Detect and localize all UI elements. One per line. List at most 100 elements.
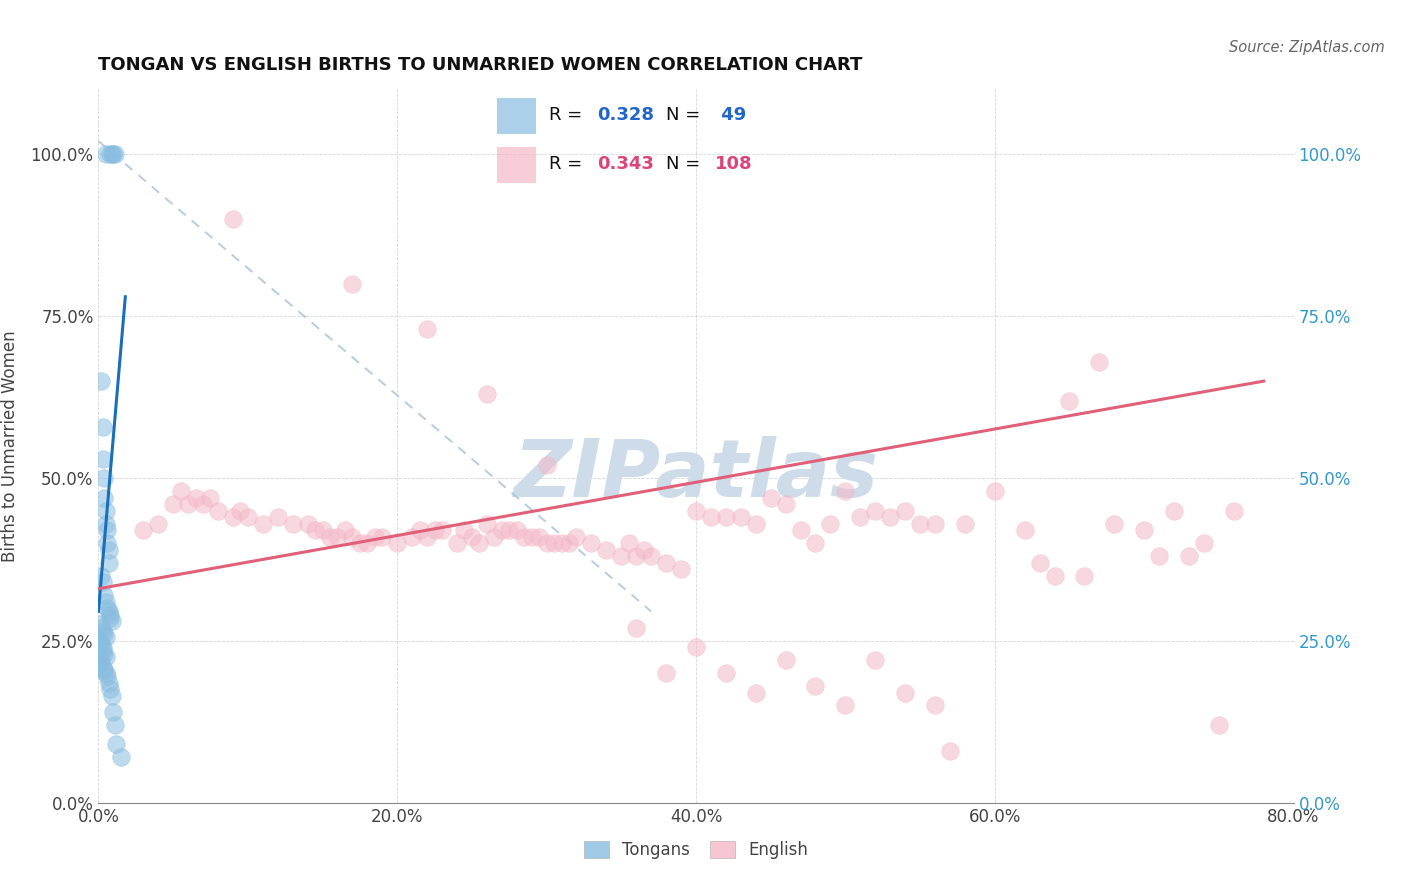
Point <box>1147 549 1170 564</box>
Point <box>98 682 122 697</box>
Point <box>1133 524 1156 538</box>
Text: N =: N = <box>666 106 706 124</box>
Point <box>364 530 387 544</box>
Text: Source: ZipAtlas.com: Source: ZipAtlas.com <box>1229 40 1385 55</box>
Point <box>1059 393 1081 408</box>
Point <box>200 491 222 505</box>
Point <box>924 516 946 531</box>
Point <box>94 631 117 645</box>
Point <box>94 595 117 609</box>
Point <box>804 536 827 550</box>
Point <box>626 621 648 635</box>
Point <box>1178 549 1201 564</box>
Point <box>252 516 274 531</box>
Point <box>655 666 678 681</box>
Point <box>550 536 572 550</box>
Point <box>311 524 333 538</box>
Point <box>101 147 124 161</box>
Text: ZIPatlas: ZIPatlas <box>513 435 879 514</box>
Point <box>759 491 782 505</box>
Point <box>745 516 768 531</box>
Point <box>191 497 214 511</box>
Point <box>103 147 125 161</box>
Point <box>1028 556 1050 570</box>
Point <box>236 510 259 524</box>
Point <box>865 504 887 518</box>
Point <box>93 588 115 602</box>
Point <box>342 277 364 291</box>
Point <box>90 568 112 582</box>
Point <box>148 516 170 531</box>
Y-axis label: Births to Unmarried Women: Births to Unmarried Women <box>1 330 20 562</box>
Point <box>103 705 125 719</box>
FancyBboxPatch shape <box>498 146 537 183</box>
Point <box>536 458 558 473</box>
Point <box>319 530 342 544</box>
Point <box>91 640 114 654</box>
Point <box>93 491 115 505</box>
Point <box>865 653 887 667</box>
Point <box>1208 718 1230 732</box>
Point <box>834 698 856 713</box>
Point <box>984 484 1007 499</box>
Point <box>98 607 122 622</box>
Point <box>513 530 536 544</box>
Point <box>714 510 737 524</box>
Point <box>97 542 120 557</box>
Point <box>745 685 768 699</box>
Point <box>93 663 115 677</box>
Point <box>90 621 112 635</box>
Point <box>1104 516 1126 531</box>
Point <box>610 549 633 564</box>
Point <box>101 689 124 703</box>
Point <box>1163 504 1185 518</box>
Point <box>669 562 692 576</box>
Point <box>349 536 371 550</box>
Point <box>297 516 319 531</box>
Point <box>96 601 118 615</box>
Point <box>91 643 114 657</box>
Point <box>633 542 655 557</box>
Point <box>498 524 520 538</box>
Point <box>91 452 114 467</box>
Text: N =: N = <box>666 154 706 172</box>
Point <box>91 419 114 434</box>
Point <box>104 147 127 161</box>
Text: 108: 108 <box>714 154 752 172</box>
Text: R =: R = <box>548 154 588 172</box>
Point <box>91 575 114 590</box>
Point <box>700 510 723 524</box>
Point <box>98 611 122 625</box>
Point <box>775 497 797 511</box>
Point <box>894 504 917 518</box>
Point <box>804 679 827 693</box>
Point <box>581 536 603 550</box>
Point <box>97 604 120 618</box>
Point <box>169 484 191 499</box>
Point <box>491 524 513 538</box>
Point <box>789 524 811 538</box>
Text: R =: R = <box>548 106 588 124</box>
Point <box>110 750 132 764</box>
Point <box>520 530 543 544</box>
Point <box>184 491 207 505</box>
Point <box>527 530 550 544</box>
Point <box>475 516 498 531</box>
Point <box>89 617 111 632</box>
Point <box>685 640 707 654</box>
Point <box>96 524 118 538</box>
Point <box>90 657 112 671</box>
Point <box>94 147 117 161</box>
Point <box>91 659 114 673</box>
Point <box>94 504 117 518</box>
Point <box>97 675 120 690</box>
Point <box>90 637 112 651</box>
Point <box>775 653 797 667</box>
Point <box>879 510 901 524</box>
Point <box>655 556 678 570</box>
Point <box>356 536 378 550</box>
Point <box>730 510 752 524</box>
Point <box>939 744 962 758</box>
Point <box>98 147 122 161</box>
Point <box>401 530 423 544</box>
